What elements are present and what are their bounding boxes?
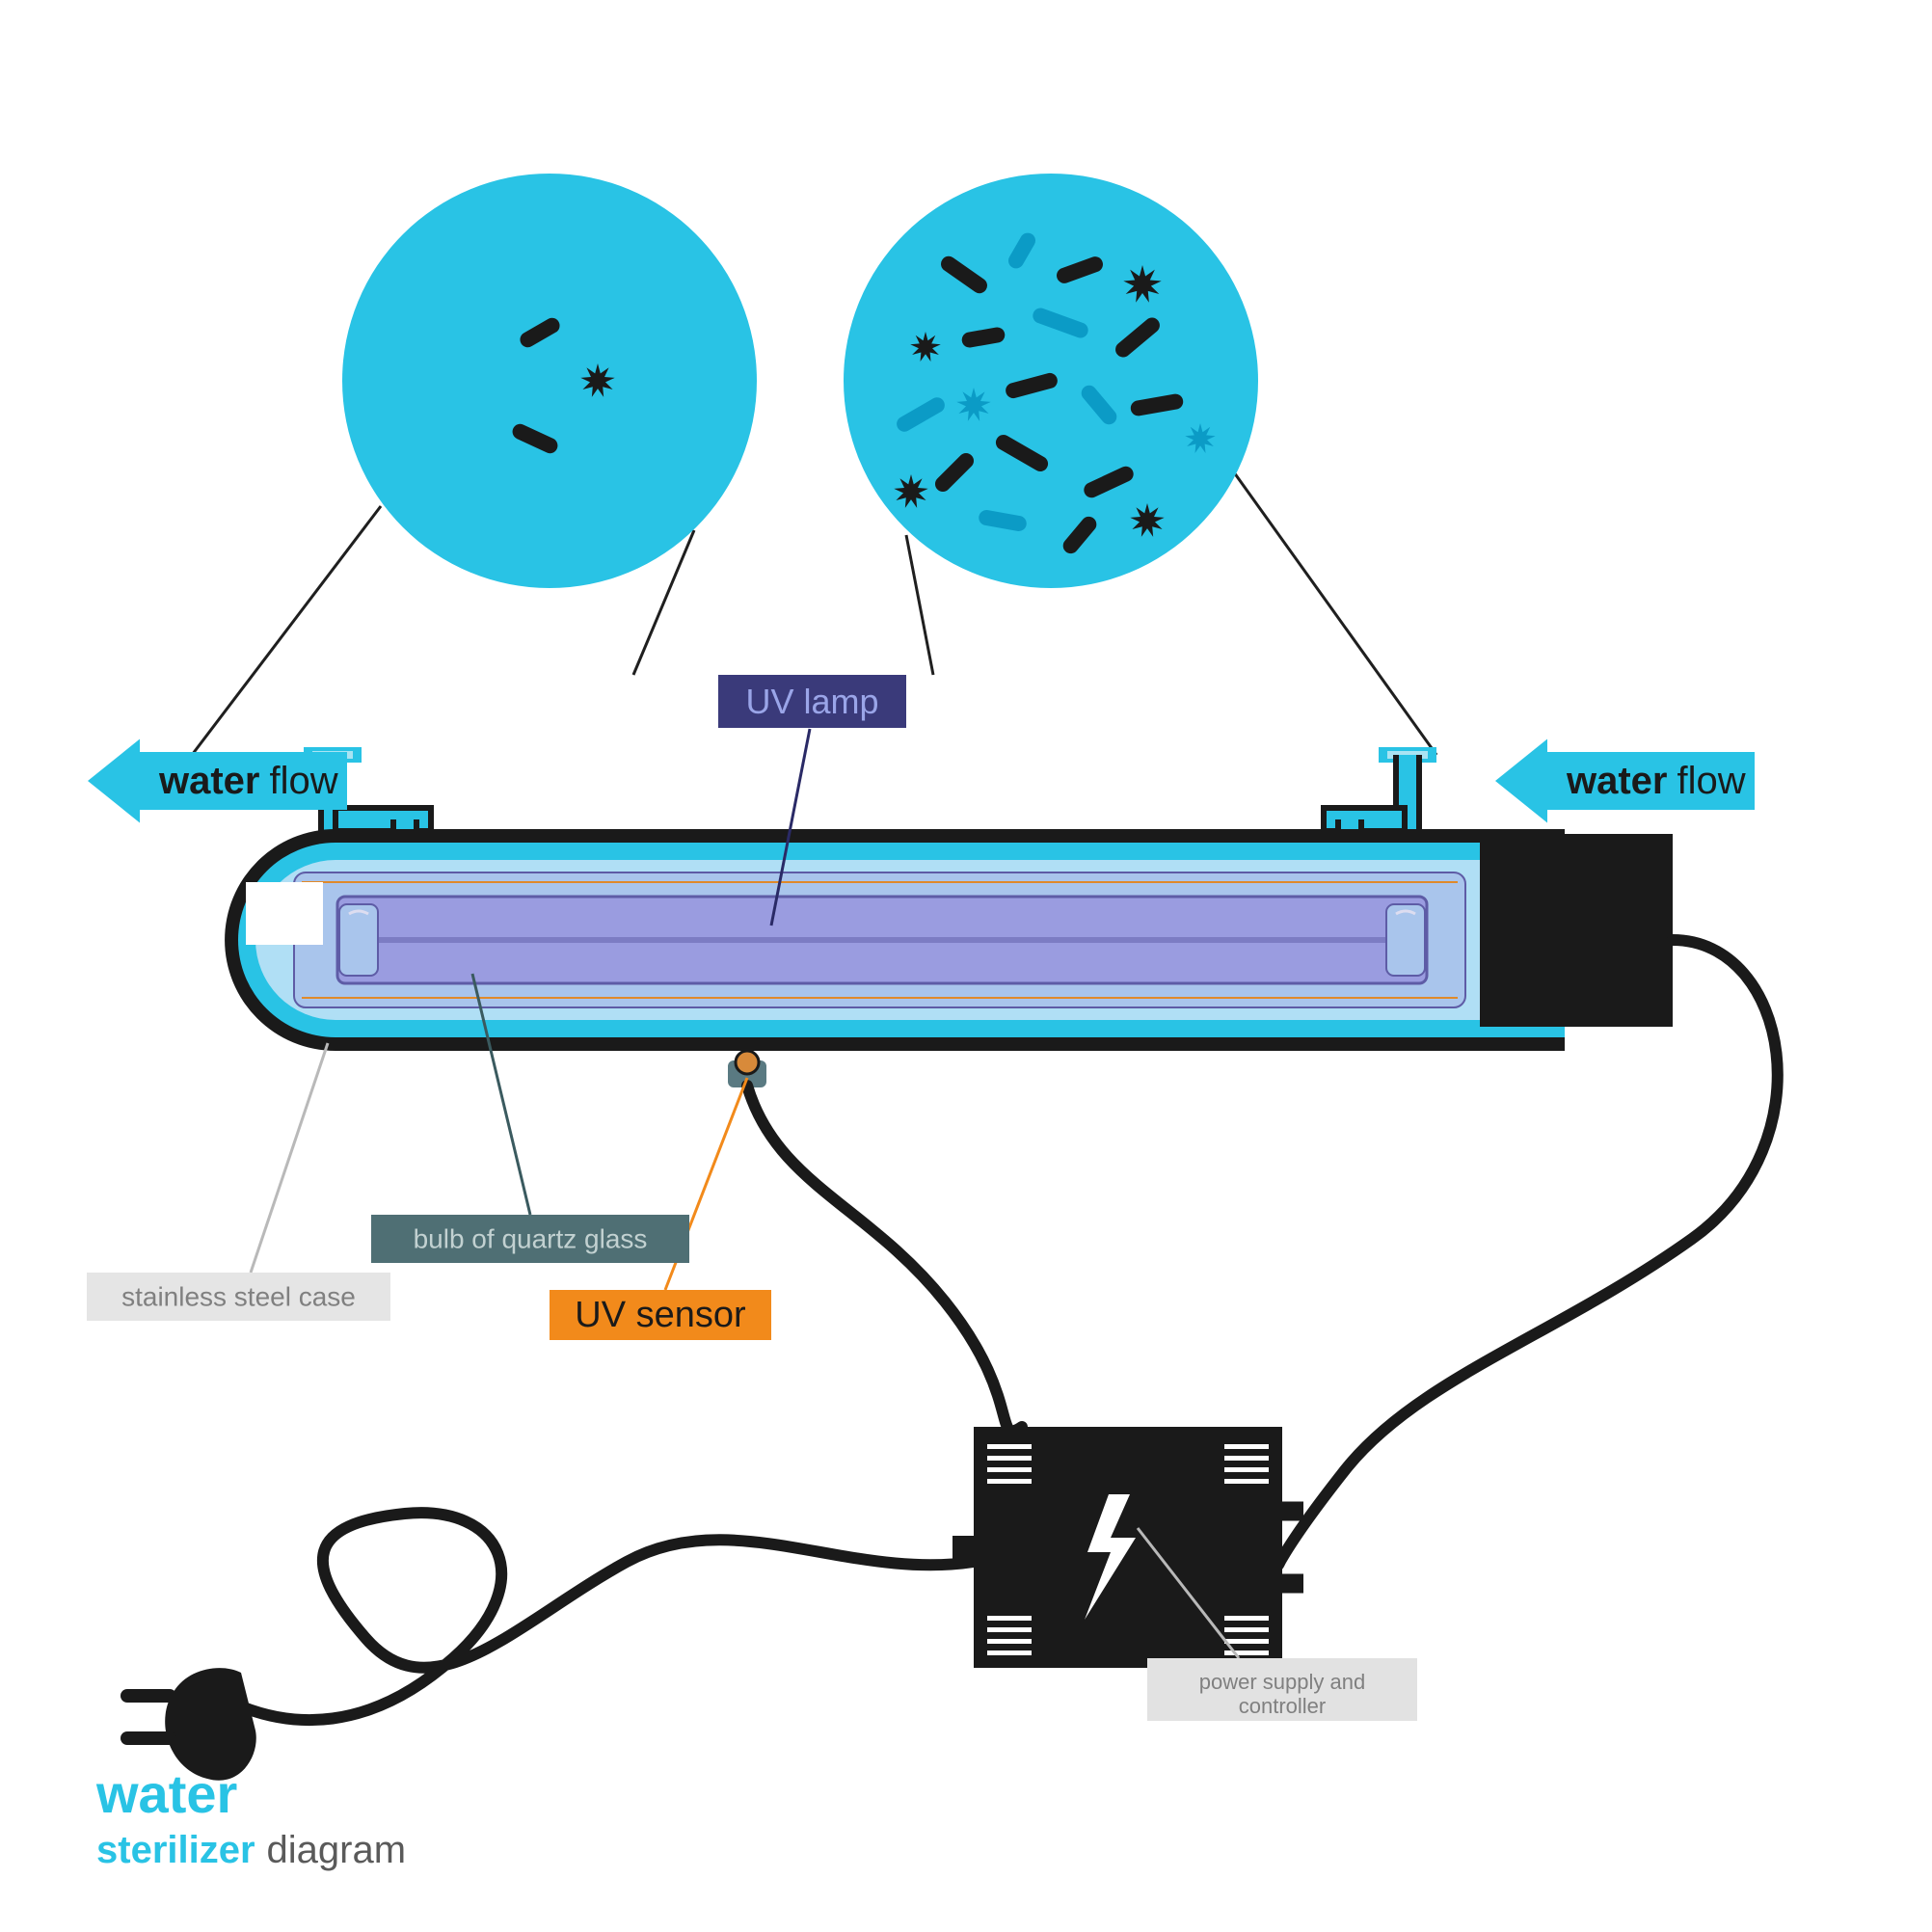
label-steel: stainless steel case bbox=[87, 1273, 390, 1321]
chamber bbox=[225, 829, 1565, 1051]
magnifier-clean bbox=[342, 174, 757, 588]
label-quartz-text: bulb of quartz glass bbox=[414, 1224, 648, 1254]
flow-label: waterflow bbox=[158, 760, 338, 802]
label-uv-sensor: UV sensor bbox=[550, 1290, 771, 1340]
svg-text:sterilizerdiagram: sterilizerdiagram bbox=[96, 1829, 406, 1871]
diagram-svg: waterflow waterflow UV lamp bulb of quartz … bbox=[0, 0, 1932, 1932]
electronics-endcap bbox=[1480, 834, 1673, 1027]
flow-label: waterflow bbox=[1566, 760, 1746, 802]
label-quartz: bulb of quartz glass bbox=[371, 1215, 689, 1263]
controller-box bbox=[953, 1427, 1303, 1668]
label-uv-lamp-text: UV lamp bbox=[745, 682, 878, 721]
svg-text:controller: controller bbox=[1239, 1694, 1326, 1718]
label-power-supply: power supply andcontroller bbox=[1147, 1658, 1417, 1721]
magnifier-dirty bbox=[844, 174, 1258, 588]
diagram-root: waterflow waterflow UV lamp bulb of quartz … bbox=[0, 0, 1932, 1932]
svg-text:water: water bbox=[95, 1763, 237, 1824]
label-steel-text: stainless steel case bbox=[121, 1282, 356, 1312]
label-uv-sensor-text: UV sensor bbox=[575, 1295, 746, 1335]
svg-text:power supply and: power supply and bbox=[1199, 1670, 1365, 1694]
label-uv-lamp: UV lamp bbox=[718, 675, 906, 728]
